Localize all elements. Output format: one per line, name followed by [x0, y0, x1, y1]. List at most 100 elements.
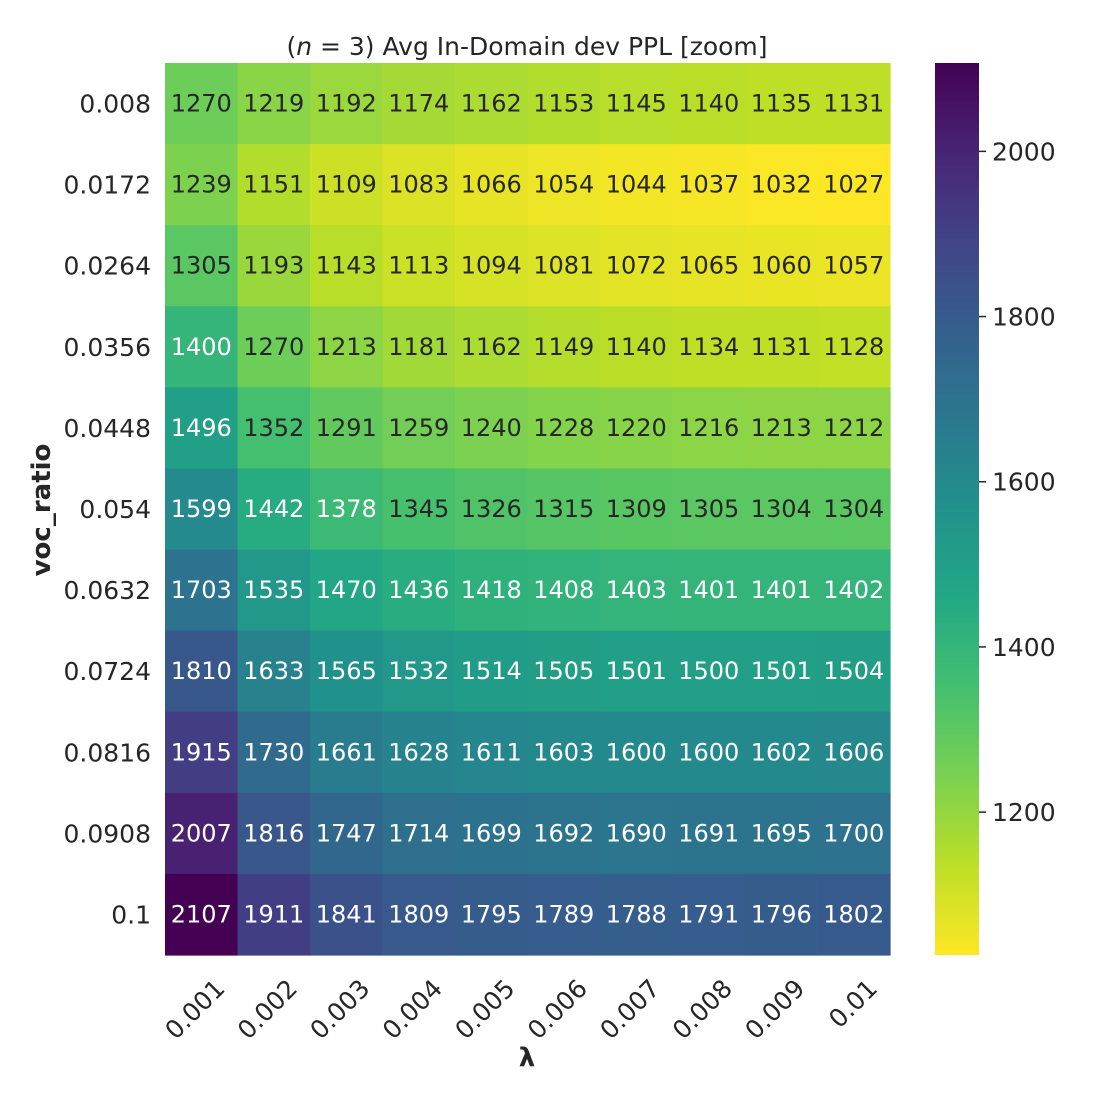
cell-value-label: 1128: [823, 333, 884, 361]
heatmap-cell: [745, 549, 819, 632]
cell-value-label: 1131: [751, 333, 812, 361]
cell-value-label: 1810: [171, 657, 232, 685]
cell-value-label: 1690: [606, 819, 667, 847]
cell-value-label: 1695: [751, 819, 812, 847]
cell-value-label: 1240: [461, 414, 522, 442]
heatmap-cell: [672, 468, 746, 551]
heatmap-cell: [527, 630, 601, 713]
y-tick-label: 0.008: [79, 90, 151, 119]
cell-value-label: 1565: [316, 657, 377, 685]
colorbar-tick-label: 2000: [992, 137, 1056, 166]
cell-value-label: 1216: [678, 414, 739, 442]
heatmap-cell: [600, 387, 674, 470]
heatmap-cell: [527, 387, 601, 470]
cell-value-label: 1535: [243, 576, 304, 604]
heatmap-cell: [745, 144, 819, 226]
x-tick-label: 0.008: [667, 974, 738, 1045]
heatmap-cell: [527, 306, 601, 388]
heatmap-cell: [455, 225, 529, 307]
heatmap-cell: [817, 873, 891, 956]
heatmap-cell: [310, 225, 384, 307]
cell-value-label: 1054: [533, 171, 594, 199]
heatmap-cell: [455, 792, 529, 875]
heatmap-cell: [455, 630, 529, 713]
cell-value-label: 1915: [171, 738, 232, 766]
cell-value-label: 1400: [171, 333, 232, 361]
y-tick-label: 0.0356: [64, 333, 151, 362]
heatmap-cell: [817, 387, 891, 470]
x-tick-label: 0.002: [232, 974, 303, 1045]
heatmap-cell: [455, 873, 529, 956]
y-tick-label: 0.0448: [64, 414, 151, 443]
cell-value-label: 1304: [751, 495, 812, 523]
cell-value-label: 1600: [678, 738, 739, 766]
heatmap-cell: [455, 711, 529, 794]
x-tick-label: 0.006: [522, 974, 593, 1045]
heatmap-cell: [310, 63, 384, 145]
heatmap-cell: [600, 225, 674, 307]
heatmap-cell: [455, 549, 529, 632]
heatmap-cell: [745, 387, 819, 470]
cell-value-label: 1326: [461, 495, 522, 523]
heatmap-cell: [382, 387, 456, 470]
heatmap-cell: [672, 792, 746, 875]
heatmap-cell: [745, 63, 819, 145]
heatmap-cell: [455, 63, 529, 145]
heatmap-cells: [165, 63, 891, 956]
cell-value-label: 2007: [171, 819, 232, 847]
heatmap-cell: [600, 873, 674, 956]
cell-value-label: 1151: [243, 171, 304, 199]
cell-value-label: 1600: [606, 738, 667, 766]
y-tick-label: 0.0632: [64, 576, 151, 605]
heatmap-cell: [237, 792, 311, 875]
cell-value-label: 1378: [316, 495, 377, 523]
heatmap-cell: [527, 873, 601, 956]
heatmap-cell: [527, 792, 601, 875]
cell-value-label: 1661: [316, 738, 377, 766]
cell-value-label: 1699: [461, 819, 522, 847]
heatmap-cell: [382, 792, 456, 875]
heatmap-cell: [165, 225, 239, 307]
cell-value-label: 1309: [606, 495, 667, 523]
cell-value-label: 1140: [678, 90, 739, 118]
y-tick-label: 0.054: [79, 495, 151, 524]
y-tick-labels: 0.008 0.0172 0.0264 0.0356 0.0448 0.054 0.0632…: [64, 90, 151, 930]
heatmap-cell: [382, 144, 456, 226]
heatmap-cell: [672, 711, 746, 794]
heatmap-cell: [165, 549, 239, 632]
colorbar-ticks: 1200 1400 1600 1800 2000: [979, 137, 1056, 827]
cell-value-label: 1192: [316, 90, 377, 118]
heatmap-cell: [310, 549, 384, 632]
heatmap-cell: [672, 306, 746, 388]
cell-value-label: 1470: [316, 576, 377, 604]
cell-value-label: 1113: [388, 252, 449, 280]
cell-value-label: 1270: [243, 333, 304, 361]
cell-value-label: 1213: [751, 414, 812, 442]
cell-value-label: 1213: [316, 333, 377, 361]
heatmap-cell: [165, 306, 239, 388]
heatmap-cell: [310, 630, 384, 713]
colorbar: [935, 63, 979, 955]
cell-value-label: 1408: [533, 576, 594, 604]
cell-value-label: 1219: [243, 90, 304, 118]
cell-value-label: 1714: [388, 819, 449, 847]
cell-value-label: 1065: [678, 252, 739, 280]
heatmap-cell: [745, 630, 819, 713]
heatmap-cell: [165, 144, 239, 226]
heatmap-cell: [237, 225, 311, 307]
x-tick-label: 0.004: [377, 974, 448, 1045]
heatmap-cell: [310, 387, 384, 470]
heatmap-cell: [237, 144, 311, 226]
cell-value-label: 1134: [678, 333, 739, 361]
heatmap-cell: [600, 711, 674, 794]
cell-value-label: 1193: [243, 252, 304, 280]
cell-value-label: 1911: [243, 900, 304, 928]
heatmap-cell: [382, 225, 456, 307]
x-tick-label: 0.007: [594, 974, 665, 1045]
cell-value-label: 1032: [751, 171, 812, 199]
cell-value-label: 1795: [461, 900, 522, 928]
cell-value-label: 1841: [316, 900, 377, 928]
cell-value-label: 1633: [243, 657, 304, 685]
y-tick-label: 0.0264: [64, 252, 151, 281]
y-tick-label: 0.0816: [64, 738, 151, 767]
